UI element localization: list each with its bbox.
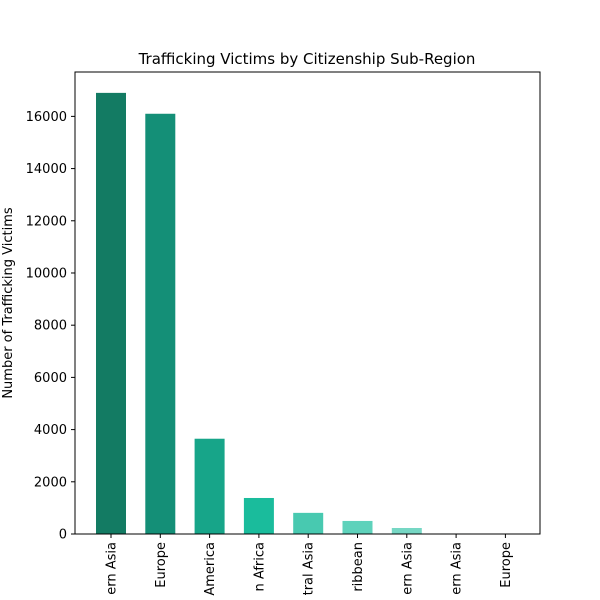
chart-title: Trafficking Victims by Citizenship Sub-R…: [138, 50, 476, 68]
y-tick-label: 14000: [26, 162, 67, 177]
plot-frame: [74, 71, 541, 535]
x-tick-label: ern Asia: [450, 542, 465, 595]
x-tick-label: ern Asia: [400, 542, 415, 595]
bar: [96, 92, 126, 535]
bar: [243, 497, 274, 534]
bar: [293, 512, 324, 534]
y-tick-label: 0: [59, 528, 67, 543]
x-tick-label: Europe: [499, 542, 514, 588]
y-axis-label: Number of Trafficking Victims: [1, 207, 16, 399]
y-tick-label: 4000: [34, 423, 67, 438]
y-tick-label: 12000: [26, 214, 67, 229]
x-tick-label: ribbean: [351, 542, 366, 592]
y-tick-label: 2000: [34, 475, 67, 490]
x-tick-label: tral Asia: [302, 542, 317, 595]
bar: [391, 527, 422, 534]
y-tick-label: 16000: [26, 110, 67, 125]
y-tick-label: 10000: [26, 266, 67, 281]
x-tick-label: n Africa: [252, 542, 267, 591]
y-tick-label: 8000: [34, 319, 67, 334]
y-tick-label: 6000: [34, 371, 67, 386]
bar: [145, 113, 176, 535]
plot-area: 0 2000 4000 6000 8000 10000 12000 14000 16000 ern…: [26, 92, 521, 596]
x-tick-label: America: [203, 542, 218, 596]
x-tick-label: ern Asia: [105, 542, 120, 595]
bar: [194, 438, 225, 534]
x-tick-label: Europe: [154, 542, 169, 588]
bar: [342, 520, 373, 534]
